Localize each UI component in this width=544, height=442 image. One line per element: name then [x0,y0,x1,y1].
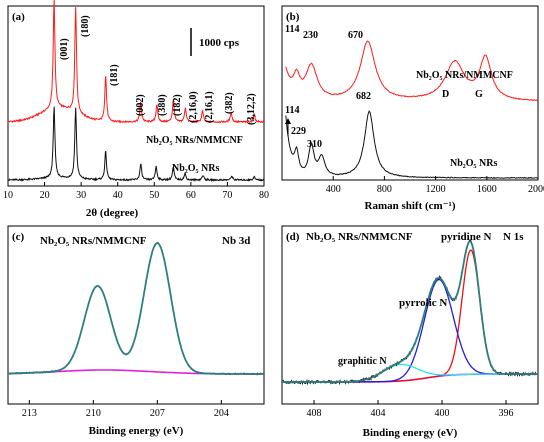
x-tick-label: 1200 [426,184,446,195]
panel-a-xlabel: 2θ (degree) [86,207,139,219]
x-tick-label: 396 [499,408,514,419]
panel-d-xlabel: Binding energy (eV) [363,427,458,439]
panel-c-x-ticks: 213 210 207 204 [22,400,229,419]
panel-d: (d) Nb₂O₅ NRs/NMMCNF pyridine N N 1s 408… [281,225,539,439]
panel-d-x-ticks: 408 404 400 396 [307,400,514,419]
series-label-top: Nb₂O₅ NRs/NMMCNF [146,135,243,146]
panel-c-plot [7,241,265,376]
x-tick-label: 60 [186,190,196,201]
raman-annotation: 114 [285,24,299,35]
x-tick-label: 1600 [477,184,497,195]
raman-series-line [285,40,539,102]
raman-annotation: 670 [348,30,363,41]
panel-c-subtitle: Nb 3d [222,235,250,247]
graphitic-label: graphitic N [338,356,387,367]
series-label-top: Nb₂O₅ NRs/NMMCNF [416,70,513,81]
panel-d-plot [281,239,539,386]
xps-data-line [7,241,265,376]
panel-c-letter: (c) [12,231,25,243]
x-tick-label: 408 [307,408,322,419]
panel-c: (c) Nb₂O₅ NRs/NMMCNF Nb 3d 213 210 207 204 … [7,225,265,437]
x-tick-label: 40 [113,190,123,201]
pyridine-label: pyridine N [441,231,491,243]
x-tick-label: 70 [222,190,232,201]
xps-component-line [282,278,538,383]
panel-b-x-ticks: 400 800 1200 1600 2000 [326,176,544,195]
panel-b-xlabel: Raman shift (cm⁻¹) [365,200,456,212]
xrd-annotation: (182) [172,94,183,116]
xrd-annotation: (382) [224,92,235,114]
xrd-annotation: (3,12,2) [246,93,257,125]
xps-background-line [282,373,538,383]
x-tick-label: 30 [76,190,86,201]
raman-annotation: G [475,89,483,100]
xrd-annotation: (2,16,0) [188,91,199,123]
scale-bar-label: 1000 cps [199,37,240,49]
x-tick-label: 800 [377,184,392,195]
xrd-series-line [7,106,265,183]
raman-annotation: 229 [291,126,306,137]
xrd-series-line [7,0,265,124]
panel-a-letter: (a) [12,11,25,23]
xps-fit-line [282,240,538,383]
panel-b: (b) 400 800 1200 1600 2000 114 230 670 D G 1… [281,5,544,212]
raman-annotation: 310 [307,139,322,150]
xrd-annotation: (2,16,1) [204,91,215,123]
raman-arrow-head [285,118,291,124]
x-tick-label: 213 [22,408,37,419]
xrd-annotation: (002) [135,94,146,116]
panel-c-title: Nb₂O₅ NRs/NMMCNF [40,235,147,247]
pyrrolic-label: pyrrolic N [399,297,447,309]
panel-d-subtitle: N 1s [503,231,524,243]
panel-d-letter: (d) [286,231,300,243]
x-tick-label: 2000 [528,184,544,195]
x-tick-label: 80 [259,190,269,201]
panel-a-plot [7,0,265,183]
raman-annotation: D [442,89,449,100]
panel-c-frame [7,225,265,405]
raman-annotation: 230 [303,30,318,41]
panel-d-frame [281,225,539,405]
xrd-annotation: (001) [59,38,70,60]
xps-component-line [282,249,538,383]
panel-a: (a) 10 20 30 40 50 60 70 80 1000 cps (001) (180… [3,0,269,219]
raman-series-line [285,110,539,179]
series-label-bottom: Nb₂O₅ NRs [172,163,220,174]
x-tick-label: 204 [214,408,229,419]
raman-annotation: 682 [356,91,371,102]
xrd-annotation: (180) [80,15,91,37]
xrd-annotation: (380) [157,94,168,116]
x-tick-label: 20 [40,190,50,201]
raman-annotation: 114 [285,105,299,116]
x-tick-label: 210 [86,408,101,419]
x-tick-label: 400 [435,408,450,419]
xrd-annotation: (181) [109,64,120,86]
x-tick-label: 10 [3,190,13,201]
panel-a-x-ticks: 10 20 30 40 50 60 70 80 [3,182,269,201]
xps-fit-line [8,242,264,375]
panel-c-xlabel: Binding energy (eV) [89,425,184,437]
series-label-bottom: Nb₂O₅ NRs [450,158,498,169]
x-tick-label: 207 [150,408,165,419]
panel-b-plot [285,40,539,179]
xps-data-line [281,239,539,386]
panel-a-frame [7,5,265,187]
x-tick-label: 400 [326,184,341,195]
panel-b-letter: (b) [286,11,300,23]
panel-b-frame [281,5,539,181]
panel-d-title: Nb₂O₅ NRs/NMMCNF [306,231,413,243]
x-tick-label: 404 [371,408,386,419]
x-tick-label: 50 [149,190,159,201]
